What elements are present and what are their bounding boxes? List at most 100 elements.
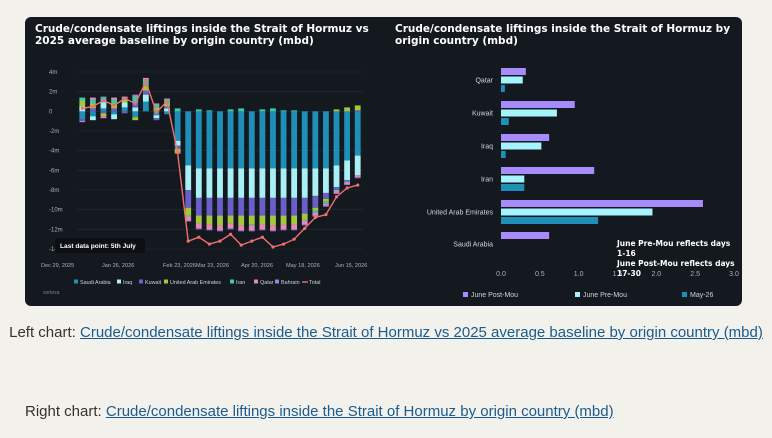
bar-saudi-arabia [248,111,255,169]
bar-qatar [89,97,96,100]
bar-kuwait [312,195,319,208]
legend-label-united-arab-emirates: United Arab Emirates [170,280,221,286]
total-point [80,106,84,110]
left-caption-link[interactable]: Crude/condensate liftings inside the Str… [80,324,763,341]
total-point [228,232,233,236]
category-label: Iraq [481,144,493,151]
category-label: Iran [481,177,493,184]
bar-qatar [79,121,86,123]
bar-june-pre-mou [501,142,542,150]
bar-united-arab-emirates [227,215,234,224]
total-point [303,226,307,230]
legend-swatch-june-post-mou [463,292,468,297]
bar-bahrain [195,228,202,230]
bar-iraq [206,168,213,198]
y-tick-label: -2m [49,129,59,135]
bar-kuwait [195,197,202,216]
bar-kuwait [89,108,96,112]
bar-bahrain [206,229,213,231]
bar-iraq [227,168,234,198]
bar-saudi-arabia [185,111,192,166]
total-point [345,186,349,190]
note-line-1: June Pre-Mou reflects days 1-16 [617,239,731,258]
bar-bahrain [270,230,276,232]
bar-qatar [323,203,329,206]
bar-bahrain [333,192,340,194]
bar-saudi-arabia [270,111,276,169]
bar-iraq [153,115,160,119]
bar-qatar [111,97,117,100]
bar-saudi-arabia [89,111,96,117]
bar-kuwait [354,110,361,112]
legend-swatch-may-26 [682,292,687,297]
bar-united-arab-emirates [354,105,361,111]
bar-bahrain [238,230,245,232]
bar-saudi-arabia [100,108,107,112]
legend-label-may-26: May-26 [690,292,713,299]
bar-qatar [185,216,192,221]
y-tick-label: 4m [49,70,57,76]
bar-may-26 [501,118,509,125]
bar-iran [238,108,245,112]
y-tick-label: 0 [49,109,53,115]
bar-kuwait [344,180,351,182]
right-chart-title: Crude/condensate liftings inside the Str… [395,23,731,47]
bar-june-post-mou [501,200,703,207]
bar-united-arab-emirates [301,213,308,220]
bar-qatar [354,175,361,178]
legend-swatch-united-arab-emirates [164,279,168,284]
bar-bahrain [259,229,266,231]
y-tick-label: -12m [49,227,63,233]
total-point [123,96,127,101]
bar-june-post-mou [501,167,595,174]
bar-iraq [248,168,255,198]
bar-iran [323,201,329,204]
bar-iraq [270,168,276,198]
y-tick-label: -4m [49,149,59,155]
bar-united-arab-emirates [132,117,139,121]
bar-qatar [270,225,276,231]
x-tick-label: Dec 29, 2025 [41,263,74,269]
bar-bahrain [100,96,107,98]
bar-saudi-arabia [354,111,361,156]
bar-united-arab-emirates [142,85,149,91]
bar-saudi-arabia [132,111,139,118]
total-point [101,98,106,103]
note-line-2: June Post-Mou reflects days 17-30 [617,259,735,278]
legend-label-total: Total [309,280,320,286]
bar-saudi-arabia [259,111,266,169]
bar-qatar [217,225,223,231]
bar-kuwait [174,145,181,149]
total-point [260,235,264,239]
category-label: Qatar [475,78,493,85]
left-caption: Left chart: Crude/condensate liftings in… [0,323,772,343]
total-point [91,104,95,109]
x-tick-label: Jun 15, 2026 [335,263,367,269]
total-point [176,151,180,155]
bar-qatar [142,77,149,80]
bar-qatar [164,98,170,100]
bar-kuwait [248,197,255,216]
bar-united-arab-emirates [185,207,192,216]
bar-june-post-mou [501,134,550,141]
bar-united-arab-emirates [312,207,319,211]
bar-kuwait [238,197,245,216]
bar-kuwait [121,111,128,114]
bar-iran [195,109,202,112]
x-tick-label: 0.0 [496,271,506,278]
y-tick-label: -10m [49,208,63,214]
bar-iraq [195,168,202,198]
bar-iran [259,109,266,112]
bar-united-arab-emirates [344,107,351,112]
last-data-annotation: Last data point: 5th July [55,238,145,253]
bar-iraq [142,94,149,102]
legend-swatch-saudi-arabia [74,279,78,284]
bar-saudi-arabia [79,111,86,120]
bar-qatar [259,224,266,230]
x-tick-label: 0.5 [535,271,545,278]
bar-iran [270,108,276,112]
bar-may-26 [501,85,505,92]
total-point [133,101,137,106]
bar-saudi-arabia [111,111,117,115]
right-caption-link[interactable]: Crude/condensate liftings inside the Str… [105,403,614,420]
